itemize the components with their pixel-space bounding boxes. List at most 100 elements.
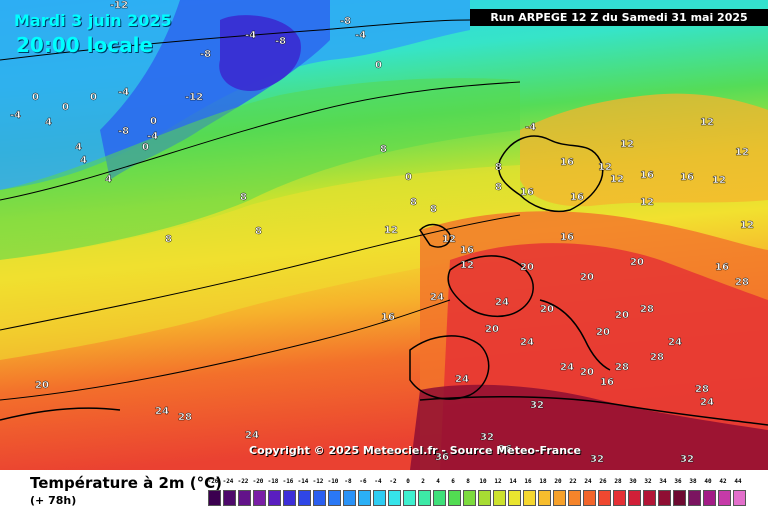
- scale-tick: -10: [327, 478, 339, 485]
- temperature-value-label: 8: [255, 226, 262, 237]
- temperature-value-label: 24: [560, 362, 574, 373]
- scale-tick: 32: [644, 478, 652, 485]
- temperature-value-label: 24: [155, 406, 169, 417]
- coastline-west: [0, 407, 121, 421]
- temperature-value-label: 0: [375, 60, 382, 71]
- temperature-value-label: -4: [147, 131, 158, 142]
- temperature-value-label: -4: [525, 122, 536, 133]
- scale-swatch: [448, 490, 461, 506]
- temperature-value-label: -4: [10, 110, 21, 121]
- temperature-value-label: 16: [570, 192, 584, 203]
- temperature-value-label: 8: [495, 182, 502, 193]
- temperature-value-label: 24: [495, 297, 509, 308]
- temperature-value-label: 0: [90, 92, 97, 103]
- scale-tick: 12: [494, 478, 502, 485]
- temperature-value-label: 28: [735, 277, 749, 288]
- scale-swatch: [583, 490, 596, 506]
- temperature-value-label: 16: [715, 262, 729, 273]
- temperature-map: -12 -8 -4 -8 -4 -8 0 -12 -4 -8 -4 0 0 0 0 4 -4 4 4 0 4 8 8 8 8 8 8…: [0, 0, 768, 470]
- scale-tick: -2: [389, 478, 397, 485]
- scale-tick: -24: [222, 478, 234, 485]
- scale-swatch: [433, 490, 446, 506]
- temperature-value-label: 12: [620, 139, 634, 150]
- scale-tick: -14: [297, 478, 309, 485]
- legend-bar: Température à 2m (°C) (+ 78h) -26 -24 -22-…: [0, 470, 768, 512]
- temperature-value-label: -12: [185, 92, 203, 103]
- scale-swatch: [553, 490, 566, 506]
- temperature-value-label: 16: [560, 232, 574, 243]
- temperature-value-label: -4: [118, 87, 129, 98]
- temperature-value-label: 20: [540, 304, 554, 315]
- temperature-value-label: 12: [610, 174, 624, 185]
- temperature-value-label: 4: [75, 142, 82, 153]
- scale-tick: 20: [554, 478, 562, 485]
- scale-tick: -18: [267, 478, 279, 485]
- temperature-value-label: 4: [45, 117, 52, 128]
- temperature-value-label: 28: [695, 384, 709, 395]
- isotherm-8: [0, 81, 521, 201]
- model-run-label: Run ARPEGE 12 Z du Samedi 31 mai 2025: [470, 9, 768, 26]
- temperature-value-label: 16: [381, 312, 395, 323]
- scale-tick: 30: [629, 478, 637, 485]
- scale-swatch: [598, 490, 611, 506]
- scale-swatch: [673, 490, 686, 506]
- scale-swatch: [703, 490, 716, 506]
- temperature-value-label: 28: [650, 352, 664, 363]
- temperature-value-label: 16: [460, 245, 474, 256]
- temperature-value-label: 12: [712, 175, 726, 186]
- scale-tick: 34: [659, 478, 667, 485]
- temperature-value-label: 28: [178, 412, 192, 423]
- temperature-value-label: 4: [80, 155, 87, 166]
- temperature-value-label: 0: [62, 102, 69, 113]
- temperature-value-label: 20: [615, 310, 629, 321]
- scale-tick: 28: [614, 478, 622, 485]
- temperature-value-label: 8: [240, 192, 247, 203]
- scale-swatch: [493, 490, 506, 506]
- scale-swatch: [718, 490, 731, 506]
- scale-tick: 18: [539, 478, 547, 485]
- scale-tick: 40: [704, 478, 712, 485]
- scale-swatch: [523, 490, 536, 506]
- temperature-value-label: 36: [435, 452, 449, 463]
- temperature-value-label: 12: [735, 147, 749, 158]
- scale-swatch: [208, 490, 221, 506]
- scale-swatch: [628, 490, 641, 506]
- temperature-value-label: 0: [32, 92, 39, 103]
- scale-swatch: [343, 490, 356, 506]
- temperature-value-label: -8: [275, 36, 286, 47]
- forecast-time: 20:00 locale: [16, 33, 153, 57]
- map-graphic: -12-8-4-8-4-80-12-4-8 -400004-44404888888…: [0, 0, 768, 470]
- coastline-britain: [419, 223, 451, 248]
- scale-swatch: [373, 490, 386, 506]
- temperature-value-label: 16: [560, 157, 574, 168]
- scale-tick: 4: [436, 478, 440, 485]
- scale-tick: -20: [252, 478, 264, 485]
- scale-swatch: [478, 490, 491, 506]
- scale-tick: -16: [282, 478, 294, 485]
- greenland-core: [219, 15, 301, 91]
- temperature-value-label: 20: [596, 327, 610, 338]
- legend-title: Température à 2m (°C): [30, 474, 222, 492]
- temperature-value-label: 28: [640, 304, 654, 315]
- hot-africa: [410, 384, 768, 470]
- isotherm-0: [0, 19, 471, 61]
- temperature-value-label: 36: [498, 444, 512, 455]
- temperature-value-label: -8: [200, 49, 211, 60]
- scale-swatch: [538, 490, 551, 506]
- scale-swatch: [463, 490, 476, 506]
- scale-tick: 10: [479, 478, 487, 485]
- temperature-value-label: -4: [355, 30, 366, 41]
- scale-tick: 14: [509, 478, 517, 485]
- scale-swatch: [328, 490, 341, 506]
- scale-swatch: [253, 490, 266, 506]
- scale-swatch: [613, 490, 626, 506]
- temperature-value-label: 16: [640, 170, 654, 181]
- scale-tick: -22: [237, 478, 249, 485]
- scale-swatch: [223, 490, 236, 506]
- temperature-value-label: 12: [740, 220, 754, 231]
- temperature-value-label: 0: [405, 172, 412, 183]
- temperature-value-label: 20: [630, 257, 644, 268]
- temperate-band: [0, 165, 520, 360]
- temperature-value-label: 12: [442, 234, 456, 245]
- scandinavia-zone: [520, 93, 768, 207]
